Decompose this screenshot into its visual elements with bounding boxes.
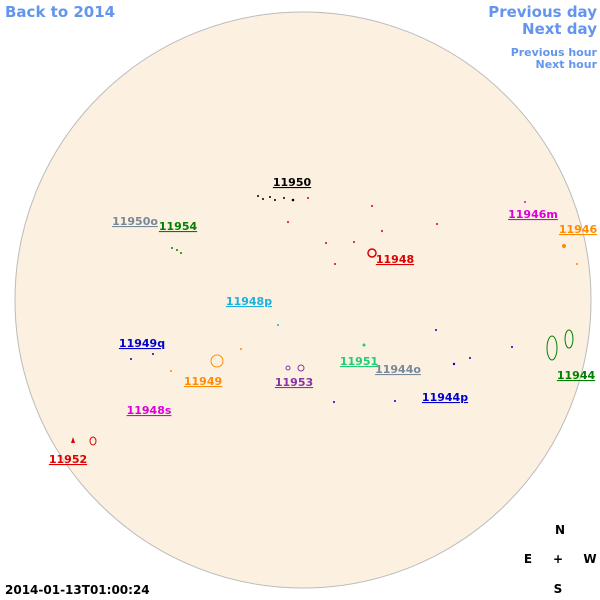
- next-day-link[interactable]: Next day: [522, 20, 597, 38]
- region-label[interactable]: 11953: [275, 376, 313, 389]
- region-label[interactable]: 11944o: [375, 363, 421, 376]
- compass-north: N: [555, 523, 565, 537]
- region-label[interactable]: 11948s: [127, 404, 172, 417]
- compass-east: E: [524, 552, 532, 566]
- compass-south: S: [554, 582, 563, 596]
- region-label[interactable]: 11948: [376, 253, 414, 266]
- region-label[interactable]: 11944: [557, 369, 596, 382]
- region-label[interactable]: 11949: [184, 375, 222, 388]
- compass-west: W: [583, 552, 596, 566]
- region-label[interactable]: 11948p: [226, 295, 272, 308]
- compass: N E + W S: [524, 523, 597, 596]
- solar-disk: [14, 11, 592, 589]
- region-label[interactable]: 11949q: [119, 337, 165, 350]
- region-label[interactable]: 11954: [159, 220, 198, 233]
- region-label[interactable]: 11952: [49, 453, 87, 466]
- region-label[interactable]: 11950: [273, 176, 312, 189]
- sunspots: [71, 195, 578, 446]
- region-label[interactable]: 11946m: [508, 208, 558, 221]
- region-label[interactable]: 11951: [340, 355, 378, 368]
- back-link[interactable]: Back to 2014: [5, 3, 115, 21]
- region-label[interactable]: 11944p: [422, 391, 468, 404]
- region-label[interactable]: 11946: [559, 223, 598, 236]
- previous-day-link[interactable]: Previous day: [488, 3, 597, 21]
- region-label[interactable]: 11950o: [112, 215, 158, 228]
- navigation: Back to 2014 Previous day Next day Previ…: [5, 3, 598, 71]
- compass-center: +: [553, 552, 563, 566]
- region-labels: 11950 11950o 11954 11946m 11946 11948 11…: [49, 176, 598, 466]
- timestamp: 2014-01-13T01:00:24: [5, 583, 150, 597]
- previous-hour-link[interactable]: Previous hour: [511, 46, 598, 59]
- next-hour-link[interactable]: Next hour: [536, 58, 598, 71]
